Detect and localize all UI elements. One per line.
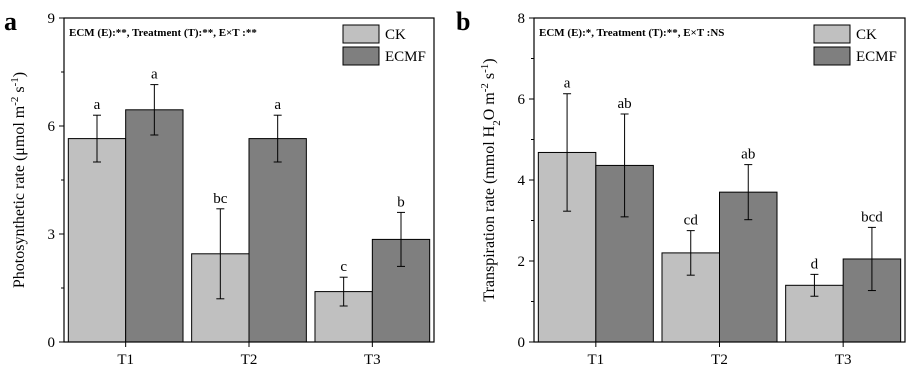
y-tick-label: 3: [48, 227, 56, 243]
error-bar-ck-t2: [686, 230, 695, 276]
error-bar-ecmf-t1: [150, 84, 159, 136]
bar-ck-t1: [67, 138, 127, 343]
error-bar-ecmf-t2: [273, 114, 282, 163]
legend-swatch-ecmf: [342, 46, 380, 66]
x-tick-label: T1: [587, 352, 604, 368]
legend-label-ck: CK: [385, 27, 406, 43]
significance-label: cd: [684, 213, 699, 229]
error-bar-ecmf-t3: [397, 211, 406, 267]
error-bar-ecmf-t1: [620, 113, 629, 218]
panel-b: b a ab T1 cd ab T2 d bcd T3 0 2 4 6 8 ECM (E):*, Treatm…: [456, 7, 906, 368]
error-bar-ck-t1: [92, 114, 101, 163]
significance-label: ab: [617, 96, 631, 112]
stat-annotation: ECM (E):*, Treatment (T):**, E×T :NS: [539, 27, 724, 39]
significance-label: bc: [213, 191, 228, 207]
error-bar-ck-t3: [339, 276, 348, 307]
y-tick-label: 4: [518, 173, 526, 189]
plot-frame: [63, 17, 435, 343]
plot-frame: [533, 17, 906, 343]
error-bar-ck-t2: [216, 208, 225, 300]
legend-swatch-ck: [342, 24, 380, 44]
legend-label-ecmf: ECMF: [385, 49, 426, 65]
y-tick-label: 6: [48, 119, 56, 135]
y-tick-label: 8: [518, 11, 526, 27]
legend-label-ck: CK: [856, 27, 877, 43]
error-bar-ck-t1: [563, 93, 572, 212]
panel-letter: a: [4, 7, 17, 36]
bar-ecmf-t1: [125, 109, 184, 343]
y-tick-label: 0: [518, 335, 526, 351]
panel-a: a a a T1 bc a T2 c b T3 0 3 6 9 ECM (E):**, Treatment …: [4, 7, 435, 368]
y-tick-label: 2: [518, 254, 526, 270]
significance-label: c: [340, 259, 347, 275]
error-bar-ecmf-t2: [744, 164, 753, 221]
significance-label: a: [151, 67, 158, 83]
legend-swatch-ecmf: [813, 46, 851, 66]
y-tick-label: 6: [518, 92, 526, 108]
x-tick-label: T1: [117, 352, 134, 368]
y-axis-title: Photosynthetic rate (μmol m-2 s-1): [9, 72, 28, 288]
error-bar-ck-t3: [810, 273, 819, 297]
significance-label: d: [811, 256, 819, 272]
significance-label: ab: [741, 147, 755, 163]
legend-label-ecmf: ECMF: [856, 49, 897, 65]
legend-swatch-ck: [813, 24, 851, 44]
significance-label: a: [564, 76, 571, 92]
legend: CK ECMF: [342, 24, 426, 66]
significance-label: a: [274, 97, 281, 113]
x-tick-label: T2: [241, 352, 258, 368]
significance-label: b: [397, 194, 405, 210]
x-tick-label: T2: [711, 352, 728, 368]
bar-ecmf-t2: [248, 138, 307, 343]
y-axis-title: Transpiration rate (mmol H2O m-2 s-1): [479, 58, 503, 301]
x-tick-label: T3: [835, 352, 852, 368]
panel-letter: b: [456, 7, 470, 36]
x-tick-label: T3: [364, 352, 381, 368]
y-tick-label: 0: [48, 335, 56, 351]
significance-label: bcd: [861, 209, 883, 225]
significance-label: a: [94, 97, 101, 113]
error-bar-ecmf-t3: [867, 226, 876, 292]
legend: CK ECMF: [813, 24, 897, 66]
y-tick-label: 9: [48, 11, 56, 27]
stat-annotation: ECM (E):**, Treatment (T):**, E×T :**: [69, 27, 257, 39]
